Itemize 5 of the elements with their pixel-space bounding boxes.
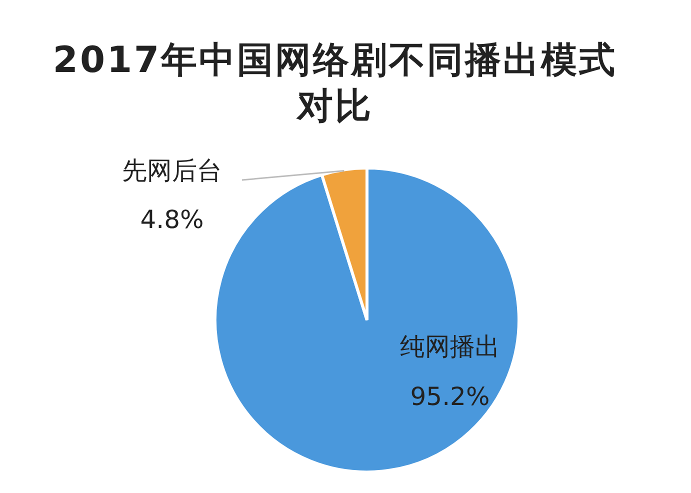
chart-title: 2017年中国网络剧不同播出模式对比 — [52, 39, 618, 129]
slice-label: 纯网播出 — [400, 332, 500, 361]
data-label: 4.8% — [140, 205, 204, 234]
data-label: 95.2% — [410, 382, 490, 411]
slice-label: 先网后台 — [122, 156, 222, 185]
